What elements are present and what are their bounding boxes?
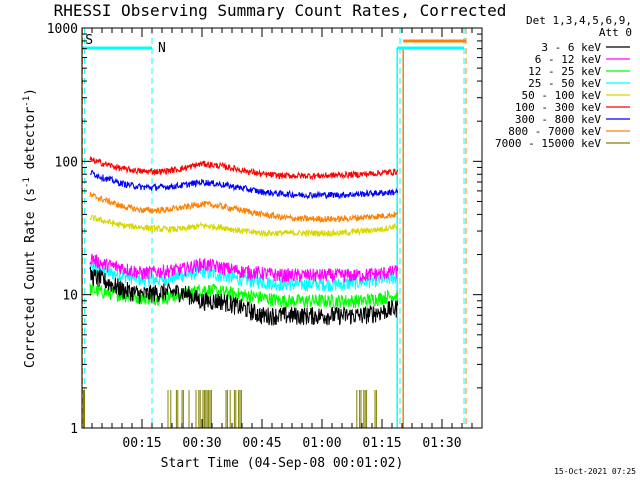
night-flag-label: N <box>158 41 166 56</box>
x-tick-label: 00:30 <box>182 436 221 451</box>
legend-entry-label: 100 - 300 keV <box>515 101 601 114</box>
x-tick-label: 01:00 <box>302 436 341 451</box>
y-tick-label: 1000 <box>47 22 78 37</box>
legend-entry-label: 50 - 100 keV <box>522 89 602 102</box>
series-line <box>89 253 399 283</box>
y-tick-label: 1 <box>70 422 78 437</box>
x-axis-label: Start Time (04-Sep-08 00:01:02) <box>161 456 404 471</box>
y-tick-label: 100 <box>55 155 78 170</box>
legend-header-line-1: Det 1,3,4,5,6,9, <box>526 14 632 27</box>
y-axis: 1 10 100 1000 <box>47 22 482 437</box>
legend-entry-label: 300 - 800 keV <box>515 113 601 126</box>
series-line <box>89 169 399 200</box>
series-line <box>89 155 399 181</box>
x-tick-label: 00:15 <box>122 436 161 451</box>
series-line <box>89 283 399 309</box>
chart-title: RHESSI Observing Summary Count Rates, Co… <box>54 1 507 20</box>
plot-area: SN <box>81 28 467 428</box>
x-tick-label: 01:30 <box>422 436 461 451</box>
y-axis-label: Corrected Count Rate (s-1 detector-1) <box>22 88 38 368</box>
x-tick-label: 01:15 <box>362 436 401 451</box>
x-tick-label: 00:45 <box>242 436 281 451</box>
legend-entry-label: 7000 - 15000 keV <box>495 137 601 150</box>
series-line <box>89 214 399 238</box>
y-tick-label: 10 <box>62 289 78 304</box>
legend-entry-label: 6 - 12 keV <box>535 53 602 66</box>
x-axis: 00:15 00:30 00:45 01:00 01:15 01:30 <box>81 28 483 451</box>
series-line <box>89 191 399 224</box>
timestamp: 15-Oct-2021 07:25 <box>554 467 636 476</box>
series-line <box>89 266 399 326</box>
legend-header-line-2: Att 0 <box>599 26 632 39</box>
legend-entry-label: 12 - 25 keV <box>528 65 601 78</box>
legend-entry-label: 25 - 50 keV <box>528 77 601 90</box>
saa-flag-label: S <box>85 33 93 48</box>
legend-entry-label: 3 - 6 keV <box>541 41 601 54</box>
legend-entry-label: 800 - 7000 keV <box>508 125 601 138</box>
